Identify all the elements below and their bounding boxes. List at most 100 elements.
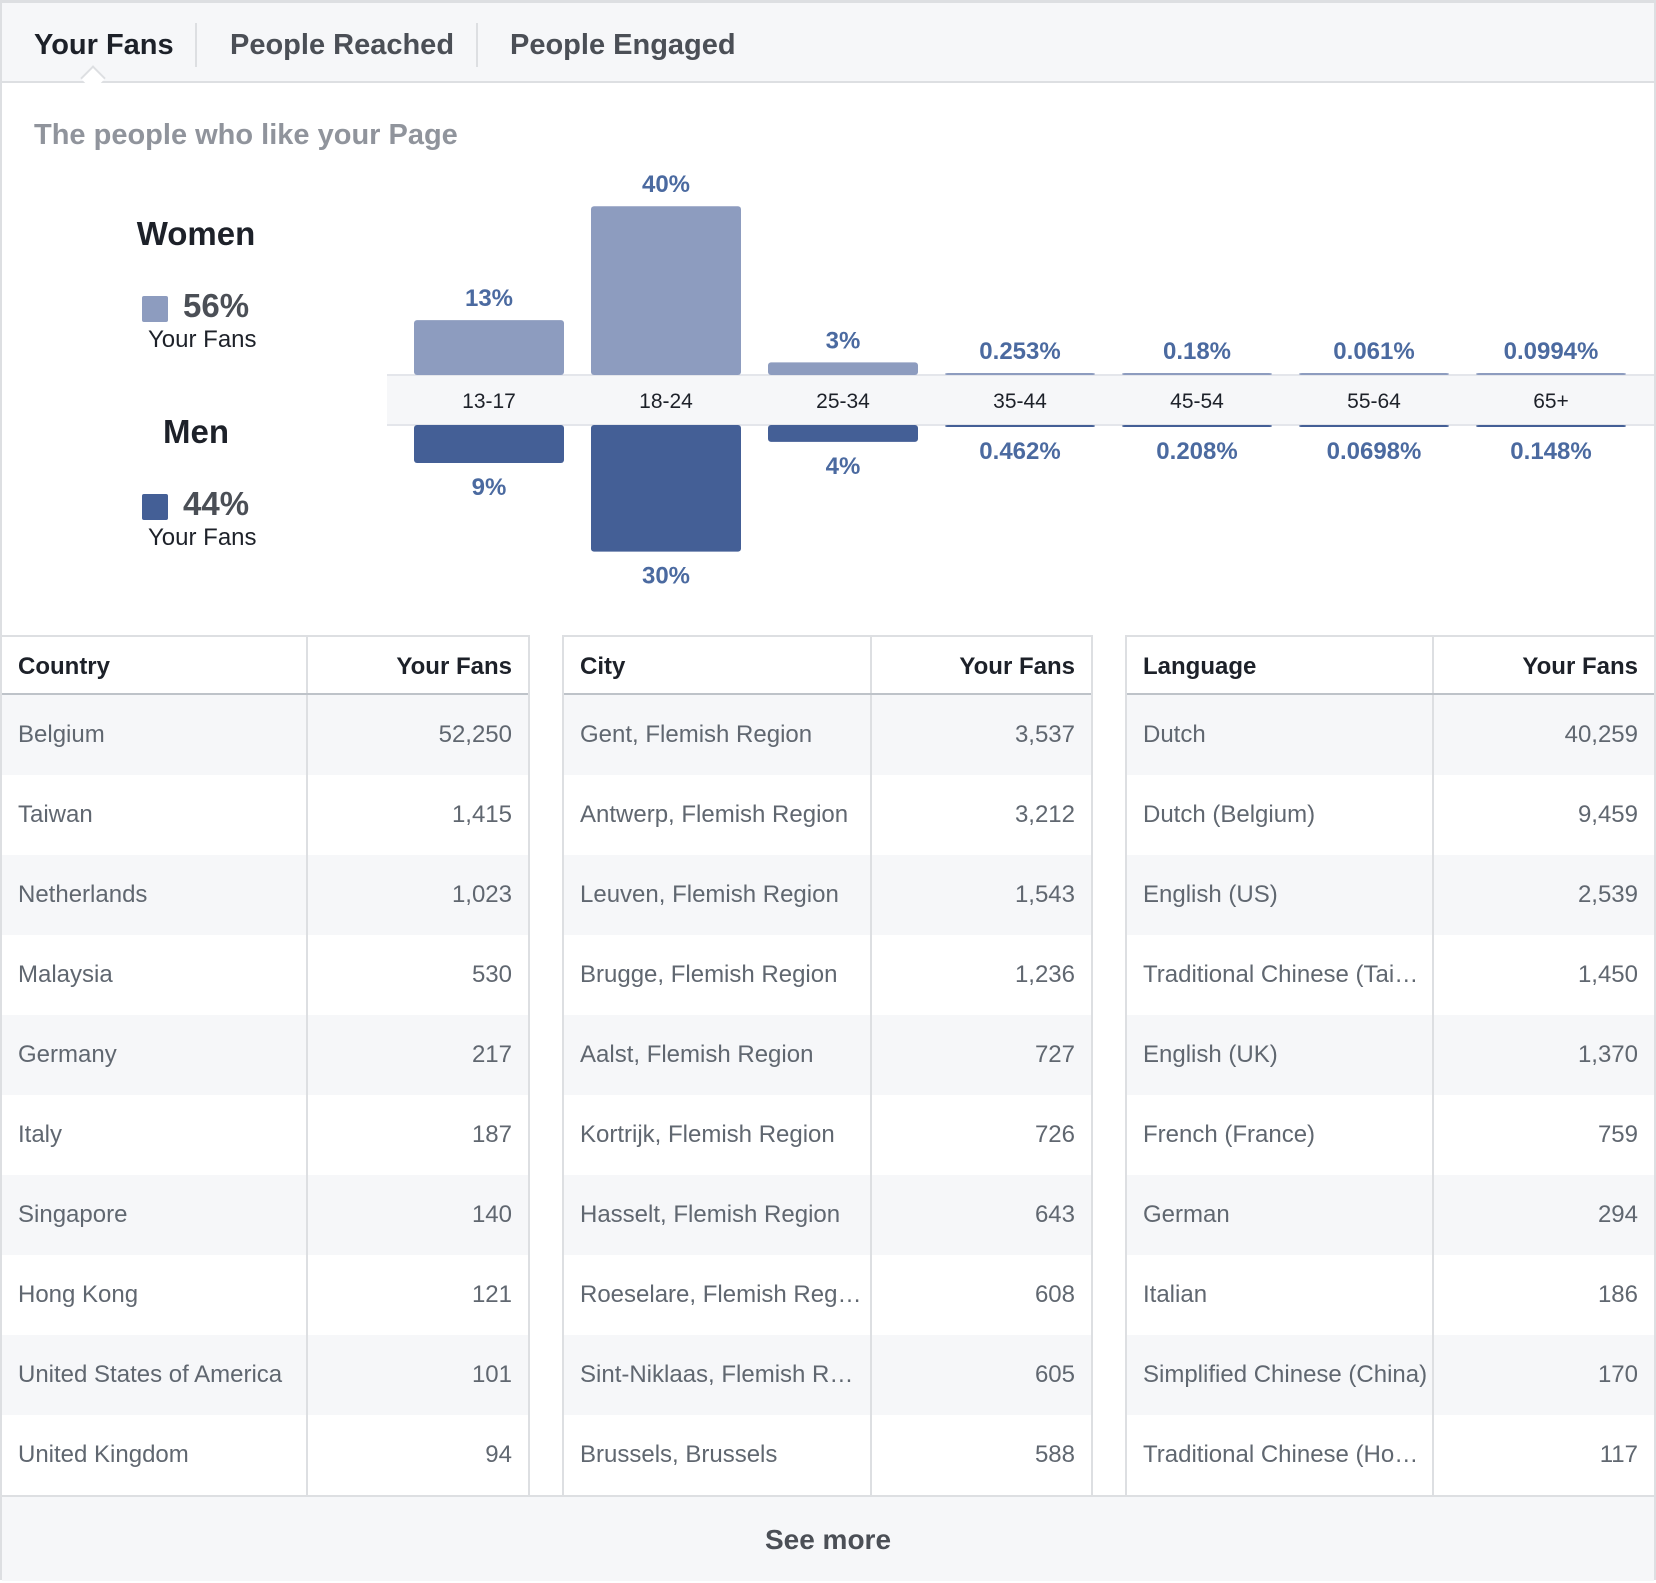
women-bar-55-64 <box>1299 373 1449 375</box>
table-row: Leuven, Flemish Region 1,543 <box>564 855 1091 935</box>
legend-women-pct: 56% <box>183 287 250 324</box>
table-cell-name: Singapore <box>2 1175 308 1255</box>
column-header[interactable]: City <box>564 637 872 693</box>
table-cell-name: Gent, Flemish Region <box>564 695 872 775</box>
table-cell-name: Dutch <box>1127 695 1434 775</box>
table-cell-value: 101 <box>471 1361 512 1388</box>
language-table-body: Dutch 40,259 Dutch (Belgium) 9,459 English (… <box>1127 695 1654 1495</box>
tab-your-fans[interactable]: Your Fans <box>34 29 174 61</box>
table-cell-value: 117 <box>1599 1441 1638 1468</box>
age-tick-label: 45-54 <box>1170 390 1224 413</box>
tab-bar: Your Fans People Reached People Engaged <box>2 3 1654 91</box>
table-cell-name: Germany <box>2 1015 308 1095</box>
legend-women-sub: Your Fans <box>148 326 257 353</box>
table-cell-name: English (US) <box>1127 855 1434 935</box>
table-cell-value: 3,212 <box>1014 801 1075 828</box>
age-tick-label: 13-17 <box>462 390 516 413</box>
table-cell-name: German <box>1127 1175 1434 1255</box>
legend-women-title: Women <box>136 215 256 252</box>
see-more-button[interactable]: See more <box>2 1495 1654 1581</box>
women-bar-label: 0.18% <box>1163 338 1231 365</box>
table-cell-value: 94 <box>485 1441 512 1468</box>
legend-women-swatch <box>142 296 168 322</box>
column-header[interactable]: Your Fans <box>959 653 1075 680</box>
city-table-body: Gent, Flemish Region 3,537 Antwerp, Flemis… <box>564 695 1091 1495</box>
table-row: Belgium 52,250 <box>2 695 528 775</box>
tab-people-engaged[interactable]: People Engaged <box>510 29 736 61</box>
tab-divider <box>476 23 478 67</box>
table-row: Roeselare, Flemish Reg… 608 <box>564 1255 1091 1335</box>
city-table: City Your Fans Gent, Flemish Region 3,537 An… <box>564 635 1091 1495</box>
table-row: Dutch (Belgium) 9,459 <box>1127 775 1654 855</box>
column-header[interactable]: Your Fans <box>1522 653 1638 680</box>
column-header[interactable]: Your Fans <box>396 653 512 680</box>
women-bar-label: 0.0994% <box>1504 338 1599 365</box>
women-bar-25-34 <box>768 362 918 375</box>
men-bar-label: 9% <box>472 474 507 501</box>
women-bar-label: 0.253% <box>979 338 1060 365</box>
men-bar-18-24 <box>591 425 741 552</box>
men-bar-35-44 <box>945 425 1095 427</box>
table-cell-name: Traditional Chinese (Ho… <box>1127 1415 1434 1495</box>
table-row: Taiwan 1,415 <box>2 775 528 855</box>
table-cell-name: Leuven, Flemish Region <box>564 855 872 935</box>
country-table-header: Country Your Fans <box>2 635 528 695</box>
table-row: Dutch 40,259 <box>1127 695 1654 775</box>
table-row: Antwerp, Flemish Region 3,212 <box>564 775 1091 855</box>
table-row: United Kingdom 94 <box>2 1415 528 1495</box>
column-header[interactable]: Language <box>1127 637 1434 693</box>
table-row: Brussels, Brussels 588 <box>564 1415 1091 1495</box>
age-tick-label: 35-44 <box>993 390 1047 413</box>
table-row: English (US) 2,539 <box>1127 855 1654 935</box>
women-bar-13-17 <box>414 320 564 375</box>
women-bar-65+ <box>1476 373 1626 375</box>
table-cell-value: 2,539 <box>1577 881 1638 908</box>
table-row: English (UK) 1,370 <box>1127 1015 1654 1095</box>
tab-people-reached[interactable]: People Reached <box>230 29 455 61</box>
table-row: Brugge, Flemish Region 1,236 <box>564 935 1091 1015</box>
table-row: Singapore 140 <box>2 1175 528 1255</box>
table-cell-value: 186 <box>1597 1281 1638 1308</box>
table-cell-name: French (France) <box>1127 1095 1434 1175</box>
table-cell-value: 1,543 <box>1014 881 1075 908</box>
table-cell-name: Malaysia <box>2 935 308 1015</box>
table-cell-value: 40,259 <box>1564 721 1638 748</box>
table-row: United States of America 101 <box>2 1335 528 1415</box>
women-bar-label: 40% <box>642 171 690 198</box>
table-cell-value: 140 <box>471 1201 512 1228</box>
table-row: French (France) 759 <box>1127 1095 1654 1175</box>
age-axis-band <box>387 375 1654 425</box>
age-tick-label: 25-34 <box>816 390 870 413</box>
men-bar-label: 0.148% <box>1510 438 1591 465</box>
table-row: Italy 187 <box>2 1095 528 1175</box>
table-cell-value: 121 <box>471 1281 512 1308</box>
column-header[interactable]: Country <box>2 637 308 693</box>
language-table-header: Language Your Fans <box>1127 635 1654 695</box>
table-cell-name: English (UK) <box>1127 1015 1434 1095</box>
table-row: Malaysia 530 <box>2 935 528 1015</box>
table-cell-value: 294 <box>1597 1201 1638 1228</box>
table-cell-value: 1,023 <box>451 881 512 908</box>
table-cell-value: 217 <box>471 1041 512 1068</box>
table-cell-name: United States of America <box>2 1335 308 1415</box>
women-bar-label: 0.061% <box>1333 338 1414 365</box>
table-cell-value: 643 <box>1034 1201 1075 1228</box>
men-bar-65+ <box>1476 425 1626 427</box>
table-row: Simplified Chinese (China) 170 <box>1127 1335 1654 1415</box>
women-bar-label: 3% <box>826 327 861 354</box>
tab-divider <box>195 23 197 67</box>
age-tick-label: 18-24 <box>639 390 693 413</box>
table-cell-name: Roeselare, Flemish Reg… <box>564 1255 872 1335</box>
table-cell-value: 1,450 <box>1577 961 1638 988</box>
table-row: Sint-Niklaas, Flemish R… 605 <box>564 1335 1091 1415</box>
language-table: Language Your Fans Dutch 40,259 Dutch (Belgi… <box>1127 635 1654 1495</box>
table-cell-name: Belgium <box>2 695 308 775</box>
table-cell-name: Aalst, Flemish Region <box>564 1015 872 1095</box>
table-row: Netherlands 1,023 <box>2 855 528 935</box>
table-cell-value: 1,415 <box>451 801 512 828</box>
legend-men-swatch <box>142 494 168 520</box>
table-cell-value: 1,370 <box>1577 1041 1638 1068</box>
country-table: Country Your Fans Belgium 52,250 Taiwan 1,415… <box>2 635 528 1495</box>
table-row: Germany 217 <box>2 1015 528 1095</box>
